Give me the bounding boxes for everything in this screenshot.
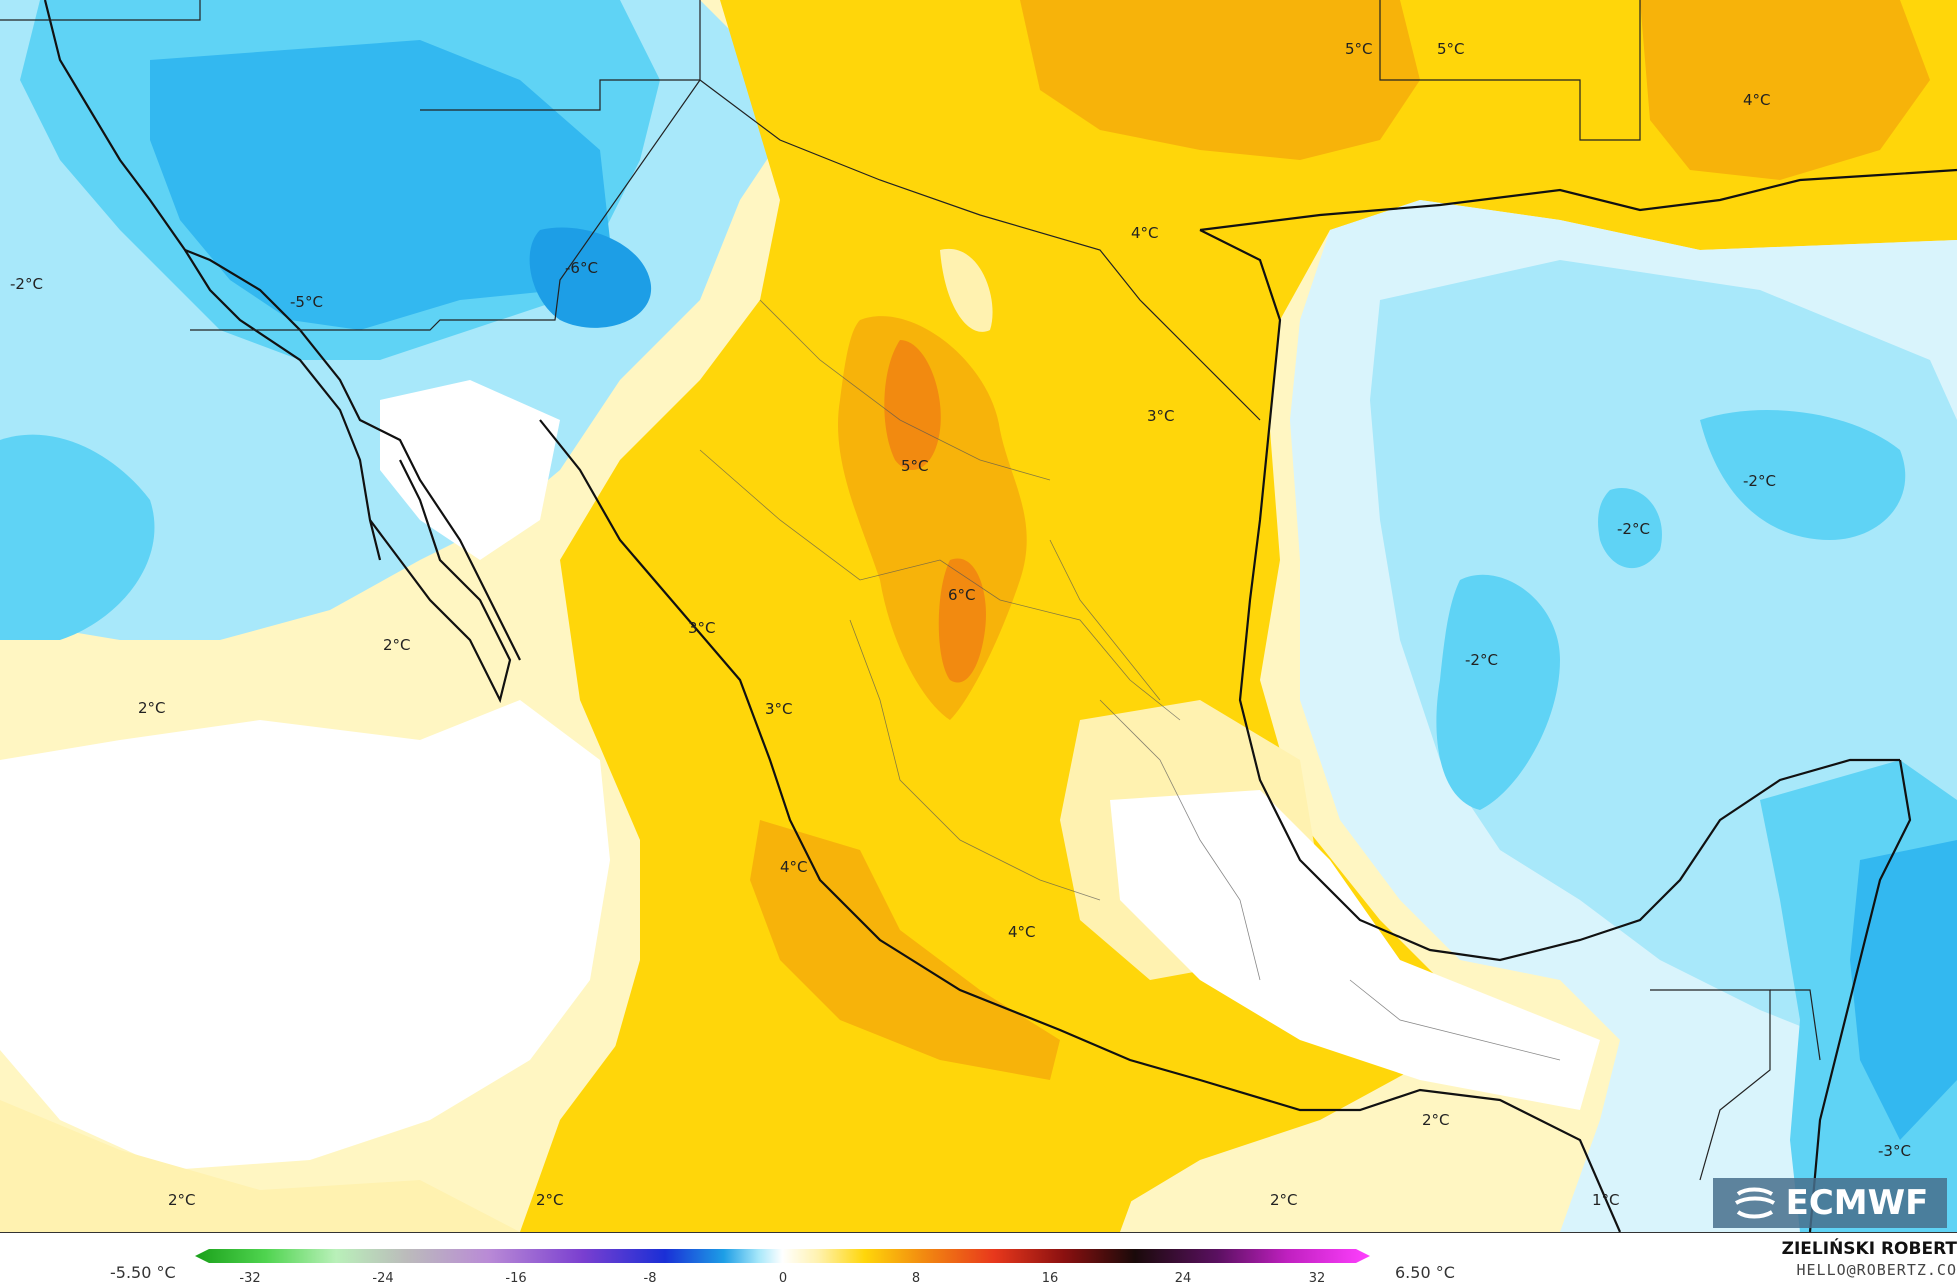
colorbar-tick: -32	[239, 1271, 260, 1286]
map-label: -5°C	[290, 293, 323, 311]
author-email: HELLO@ROBERTZ.CO	[1797, 1261, 1957, 1279]
ecmwf-brand: ECMWF	[1713, 1178, 1947, 1228]
map-label: 3°C	[688, 619, 716, 637]
brand-name: ECMWF	[1786, 1183, 1929, 1223]
colorbar-tick: 16	[1042, 1271, 1059, 1286]
colorbar-tick: -16	[505, 1271, 526, 1286]
map-label: 5°C	[1437, 40, 1465, 58]
map-label: 2°C	[168, 1191, 196, 1209]
map-label: -2°C	[1617, 520, 1650, 538]
map-label: 6°C	[948, 586, 976, 604]
ecmwf-logo-icon	[1732, 1186, 1778, 1220]
colorbar	[195, 1249, 1370, 1263]
colorbar-tick: -8	[644, 1271, 657, 1286]
map-label: 2°C	[1270, 1191, 1298, 1209]
map-label: -6°C	[565, 259, 598, 277]
colorbar-tick: 8	[912, 1271, 920, 1286]
map-label: -2°C	[10, 275, 43, 293]
map-label: 4°C	[1743, 91, 1771, 109]
map-label: 3°C	[765, 700, 793, 718]
map-label: 1°C	[1592, 1191, 1620, 1209]
map-label: 4°C	[780, 858, 808, 876]
map-label: -2°C	[1465, 651, 1498, 669]
map-label: 2°C	[536, 1191, 564, 1209]
temperature-anomaly-map: -2°C -5°C -6°C 5°C 5°C 4°C 4°C 3°C 5°C 6…	[0, 0, 1957, 1232]
map-label: -3°C	[1878, 1142, 1911, 1160]
colorbar-tick: 32	[1309, 1271, 1326, 1286]
author-credit: ZIELIŃSKI ROBERT	[1782, 1239, 1957, 1259]
colorbar-tick: -24	[372, 1271, 393, 1286]
colorbar-tick: 0	[779, 1271, 787, 1286]
legend-max-value: 6.50 °C	[1395, 1263, 1455, 1282]
map-label: 2°C	[383, 636, 411, 654]
map-label: 5°C	[901, 457, 929, 475]
map-label: 2°C	[138, 699, 166, 717]
map-label: 2°C	[1422, 1111, 1450, 1129]
map-label: 5°C	[1345, 40, 1373, 58]
map-label: 3°C	[1147, 407, 1175, 425]
map-label: 4°C	[1131, 224, 1159, 242]
colorbar-tick: 24	[1175, 1271, 1192, 1286]
map-label: -2°C	[1743, 472, 1776, 490]
legend-min-value: -5.50 °C	[110, 1263, 176, 1282]
map-label: 4°C	[1008, 923, 1036, 941]
legend-bar: -5.50 °C	[0, 1232, 1957, 1288]
